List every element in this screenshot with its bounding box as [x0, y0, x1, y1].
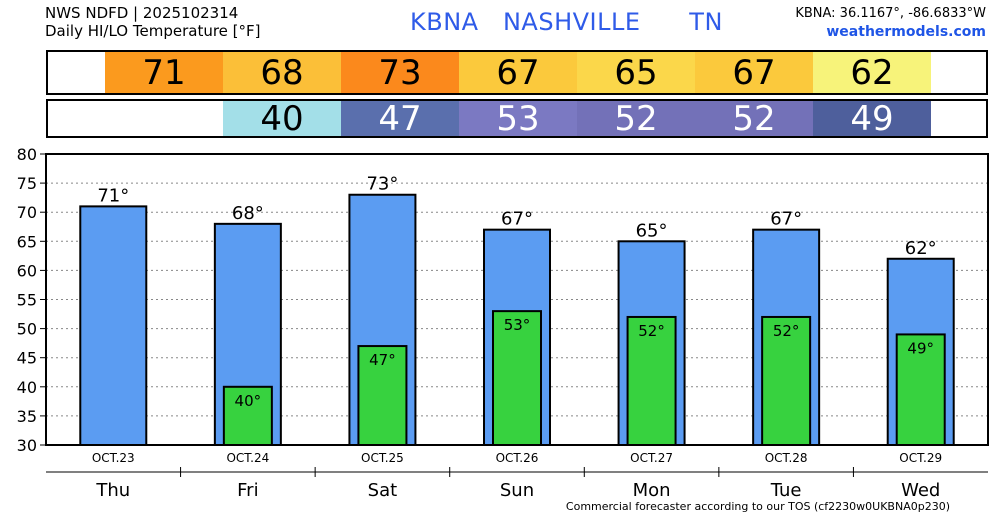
- header-info: NWS NDFD | 2025102314 Daily HI/LO Temper…: [45, 4, 261, 40]
- day-label: Sun: [500, 480, 534, 500]
- lo-cell-fri: 40: [223, 99, 341, 139]
- y-tick-label: 35: [17, 407, 37, 426]
- date-label: OCT.27: [630, 451, 673, 465]
- y-tick-label: 70: [17, 203, 37, 222]
- day-label: Mon: [633, 480, 671, 500]
- hi-cell-mon: 65: [577, 52, 695, 93]
- date-label: OCT.26: [496, 451, 539, 465]
- y-tick-label: 45: [17, 349, 37, 368]
- date-label: OCT.24: [226, 451, 269, 465]
- plot-frame: [45, 153, 989, 446]
- lo-bar: [357, 345, 408, 446]
- temperature-chart: 30 35 40 45 50 55 60 65 70 75 80 71° OCT.23 Thu 68° 40°…: [17, 145, 989, 500]
- hi-cell-thu: 71: [105, 52, 223, 93]
- lo-bar-label: 52°: [638, 322, 665, 340]
- station-coords: KBNA: 36.1167°, -86.6833°W: [795, 6, 986, 21]
- y-tick-label: 60: [17, 261, 37, 280]
- hi-cell-fri: 68: [223, 52, 341, 93]
- hi-bar-label: 68°: [232, 203, 264, 224]
- lo-cell-tue: 52: [695, 99, 813, 139]
- lo-cell-thu: [105, 101, 223, 136]
- lo-bar-label: 53°: [504, 316, 531, 334]
- hi-cell-sat: 73: [341, 52, 459, 93]
- hi-cell-wed: 62: [813, 52, 931, 93]
- y-tick-label: 80: [17, 145, 37, 164]
- lo-bar: [761, 315, 812, 446]
- day-label: Fri: [237, 480, 258, 500]
- y-tick-label: 55: [17, 291, 37, 310]
- y-tick-label: 40: [17, 378, 37, 397]
- day-label: Thu: [95, 480, 130, 500]
- hi-bar-label: 67°: [501, 209, 533, 230]
- y-tick-label: 65: [17, 232, 37, 251]
- hi-cell-sun: 67: [459, 52, 577, 93]
- hi-bar-label: 71°: [97, 185, 129, 206]
- date-label: OCT.29: [899, 451, 942, 465]
- y-tick-label: 30: [17, 436, 37, 455]
- lo-temp-strip: 40 47 53 52 52 49: [46, 99, 988, 139]
- date-label: OCT.23: [92, 451, 135, 465]
- station-title: KBNA NASHVILLE TN: [410, 8, 723, 36]
- lo-cell-sun: 53: [459, 99, 577, 139]
- lo-bar-label: 52°: [773, 322, 800, 340]
- lo-bar-label: 49°: [907, 339, 934, 357]
- hi-bar: [79, 205, 148, 446]
- header-right: KBNA: 36.1167°, -86.6833°W weathermodels…: [795, 5, 986, 41]
- y-tick-label: 75: [17, 174, 37, 193]
- hi-cell-tue: 67: [695, 52, 813, 93]
- lo-bar-label: 40°: [235, 392, 262, 410]
- lo-bar-label: 47°: [369, 351, 396, 369]
- hi-bar-label: 62°: [905, 238, 937, 259]
- day-label: Tue: [770, 480, 802, 500]
- lo-cell-sat: 47: [341, 99, 459, 139]
- lo-bar: [222, 385, 273, 447]
- date-label: OCT.25: [361, 451, 404, 465]
- lo-cell-mon: 52: [577, 99, 695, 139]
- hi-bar-label: 67°: [770, 209, 802, 230]
- lo-cell-wed: 49: [813, 99, 931, 139]
- site-link[interactable]: weathermodels.com: [826, 24, 986, 40]
- y-tick-label: 50: [17, 320, 37, 339]
- footer-note: Commercial forecaster according to our T…: [565, 500, 950, 513]
- hi-temp-strip: 71 68 73 67 65 67 62: [46, 50, 988, 95]
- date-label: OCT.28: [765, 451, 808, 465]
- product-line: NWS NDFD | 2025102314: [45, 4, 239, 22]
- lo-bar: [492, 310, 542, 446]
- chart-subtitle: Daily HI/LO Temperature [°F]: [45, 22, 261, 40]
- hi-bar-label: 73°: [366, 174, 398, 195]
- day-label: Wed: [901, 480, 940, 500]
- hi-bar-label: 65°: [636, 220, 668, 241]
- day-label: Sat: [368, 480, 398, 500]
